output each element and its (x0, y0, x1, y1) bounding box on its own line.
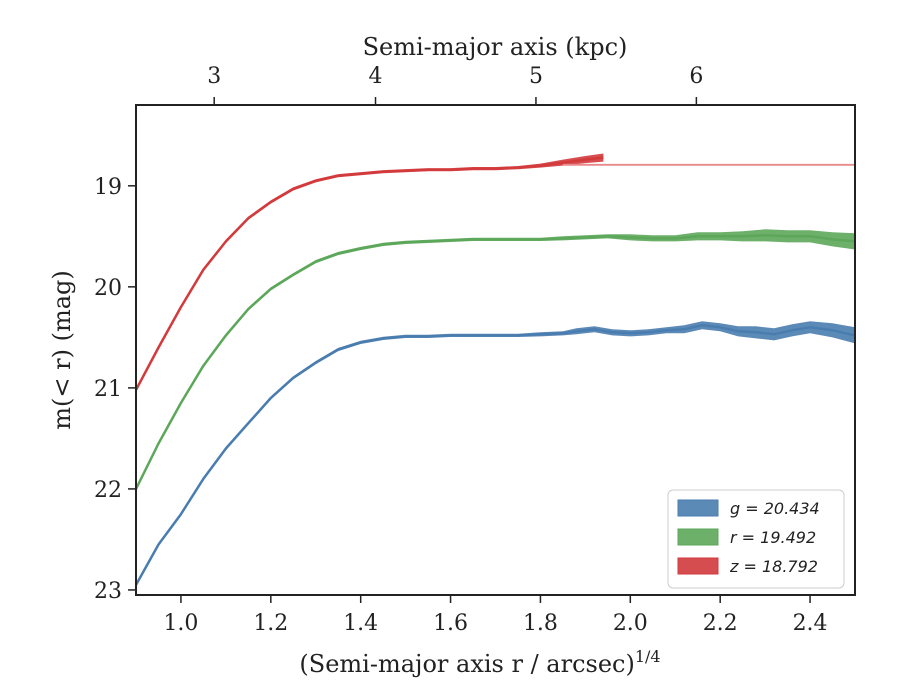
x-tick-label: 2.0 (613, 611, 648, 636)
x-axis-title-main: (Semi-major axis r / arcsec) (299, 650, 634, 678)
x2-tick-label: 6 (689, 64, 703, 89)
plot-frame (135, 104, 856, 596)
x2-tick-label: 4 (369, 64, 383, 89)
legend-swatch (677, 499, 719, 517)
x-tick-label: 1.2 (253, 611, 288, 636)
x-tick-label: 1.8 (523, 611, 558, 636)
x-axis-title-superscript: 1/4 (635, 647, 661, 666)
y-tick-label: 20 (94, 276, 122, 301)
series-band-1 (136, 229, 855, 491)
legend: g = 20.434 r = 19.492 z = 18.792 (667, 489, 845, 589)
y-tick-label: 23 (94, 579, 122, 604)
series-line-1 (136, 234, 855, 490)
x2-tick-label: 3 (207, 64, 221, 89)
legend-swatch (677, 557, 719, 575)
series-line-0 (136, 323, 855, 586)
legend-label: z = 18.792 (729, 557, 818, 576)
x-tick-label: 2.4 (793, 611, 828, 636)
x2-axis-title: Semi-major axis (kpc) (363, 33, 628, 61)
y-tick-label: 19 (94, 175, 122, 200)
series-band-2 (136, 153, 604, 392)
x-tick-label: 1.0 (163, 611, 198, 636)
legend-swatch (677, 528, 719, 546)
x-tick-label: 1.6 (433, 611, 468, 636)
x2-tick-label: 5 (529, 64, 543, 89)
legend-label: g = 20.434 (730, 499, 820, 518)
y-tick-label: 21 (94, 377, 122, 402)
x-tick-label: 1.4 (343, 611, 378, 636)
x-axis-title: (Semi-major axis r / arcsec)1/4 (299, 647, 660, 678)
series-line-2 (136, 156, 604, 391)
legend-label: r = 19.492 (730, 528, 816, 547)
x-tick-label: 2.2 (703, 611, 738, 636)
y-axis-title: m(< r) (mag) (48, 270, 76, 429)
y-tick-label: 22 (94, 478, 122, 503)
